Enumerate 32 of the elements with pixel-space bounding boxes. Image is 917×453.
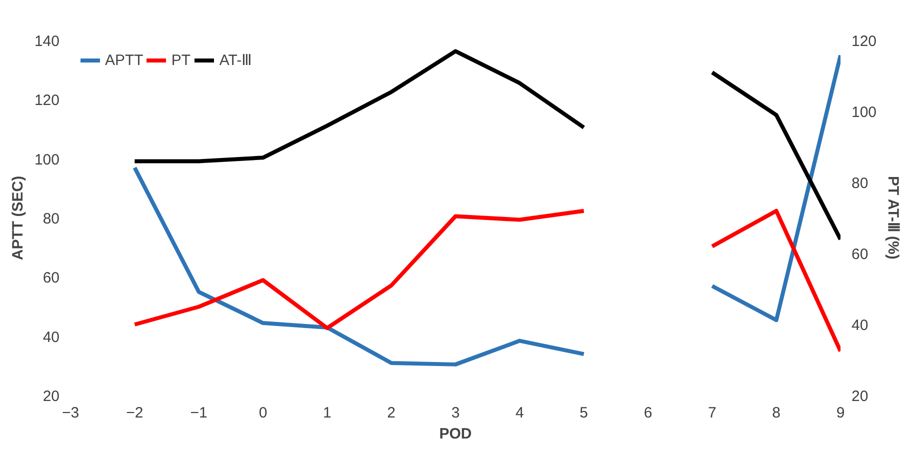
y2-tick-label: 100 xyxy=(852,104,877,121)
y-tick-label: 40 xyxy=(42,328,60,346)
x-tick-label: 0 xyxy=(258,404,268,422)
y-axis-title: APTT (SEC) xyxy=(9,176,26,260)
x-tick-label: 5 xyxy=(580,404,588,422)
y2-tick-label: 60 xyxy=(852,246,868,263)
y-tick-label: 20 xyxy=(42,388,60,405)
y2-tick-label: 80 xyxy=(852,175,868,192)
y2-tick-label: 20 xyxy=(852,388,868,405)
y2-axis-title: PT AT-Ⅲ (%) xyxy=(884,176,902,260)
x-tick-label: −2 xyxy=(126,404,144,422)
y-tick-label: 60 xyxy=(42,270,60,287)
x-axis-title: POD xyxy=(439,426,472,442)
y2-tick-label: 120 xyxy=(852,33,877,50)
x-tick-label: 3 xyxy=(451,404,460,422)
x-tick-label: 7 xyxy=(708,404,716,422)
x-tick-label: 4 xyxy=(515,404,524,422)
y-tick-label: 80 xyxy=(42,210,60,228)
legend-label: PT xyxy=(171,52,192,68)
y-tick-label: 100 xyxy=(34,151,60,168)
x-tick-label: 1 xyxy=(322,404,332,422)
y2-tick-label: 40 xyxy=(852,317,868,334)
x-tick-label: 9 xyxy=(836,404,845,422)
x-tick-label: 2 xyxy=(387,404,396,422)
x-tick-label: 6 xyxy=(644,404,652,422)
y-tick-label: 120 xyxy=(34,92,60,110)
x-tick-label: −3 xyxy=(62,404,80,422)
x-tick-label: 8 xyxy=(772,404,781,422)
legend-label: APTT xyxy=(105,52,144,68)
y-tick-label: 140 xyxy=(34,33,60,50)
x-tick-label: −1 xyxy=(190,404,208,422)
legend-label: AT-Ⅲ xyxy=(219,51,252,69)
